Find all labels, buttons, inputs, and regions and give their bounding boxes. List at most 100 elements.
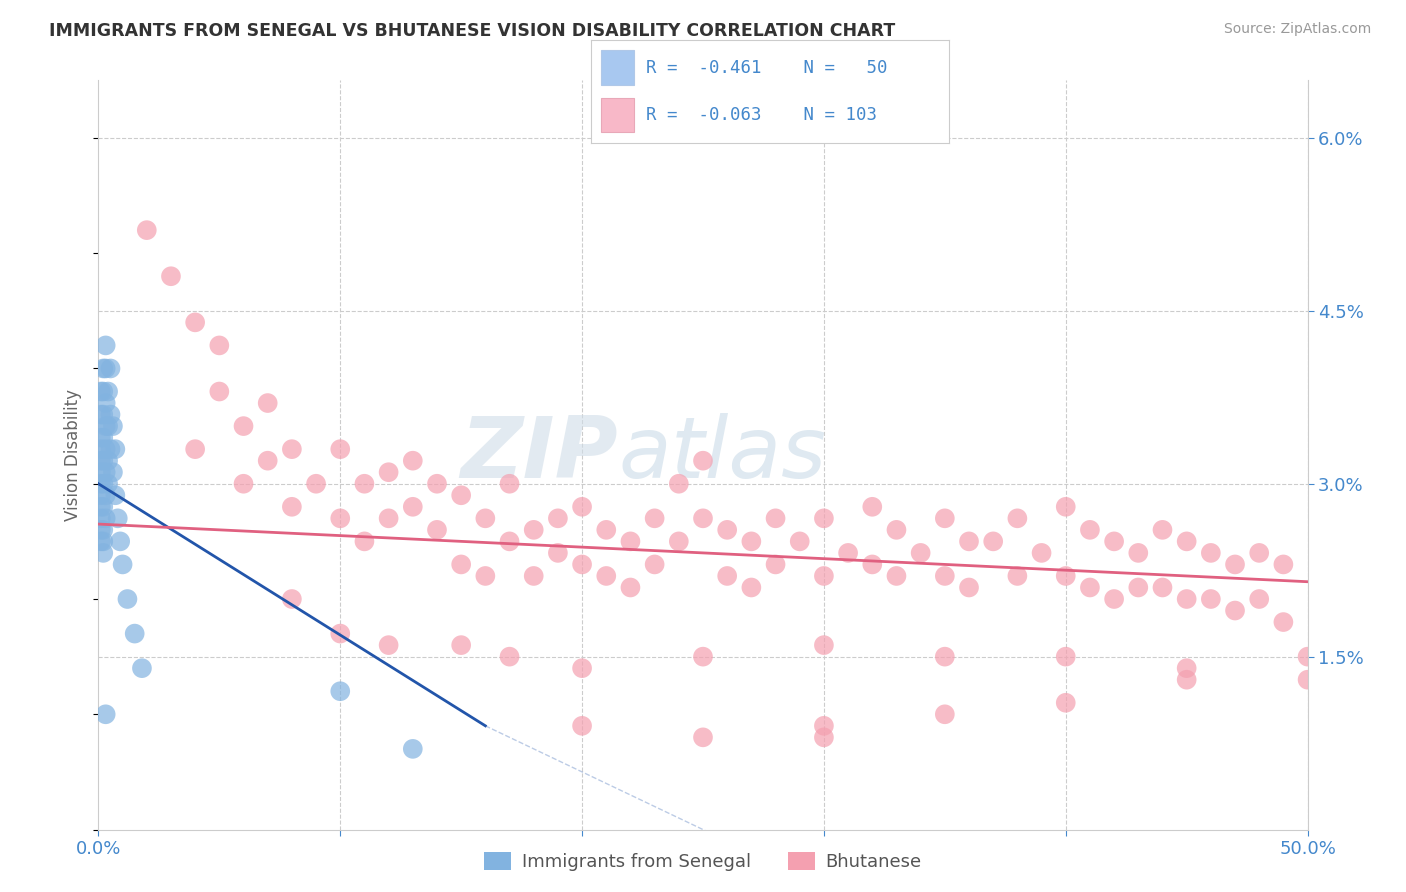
Point [692, 649, 714, 664]
Point [1054, 649, 1077, 664]
Point [1249, 592, 1271, 607]
Point [329, 511, 352, 525]
Point [402, 453, 425, 467]
Point [117, 592, 139, 607]
Point [1272, 558, 1295, 572]
Point [981, 534, 1004, 549]
Point [377, 638, 399, 652]
Point [595, 523, 617, 537]
Point [1249, 546, 1271, 560]
Point [94, 707, 117, 722]
Point [208, 338, 231, 352]
Point [1175, 592, 1198, 607]
Point [1007, 511, 1029, 525]
Point [523, 569, 546, 583]
Point [402, 742, 425, 756]
Text: IMMIGRANTS FROM SENEGAL VS BHUTANESE VISION DISABILITY CORRELATION CHART: IMMIGRANTS FROM SENEGAL VS BHUTANESE VIS… [49, 22, 896, 40]
Point [910, 546, 932, 560]
Point [94, 396, 117, 410]
Point [668, 534, 690, 549]
Point [329, 626, 352, 640]
FancyBboxPatch shape [602, 50, 634, 86]
Point [571, 661, 593, 675]
Point [619, 534, 641, 549]
Point [860, 558, 883, 572]
Point [97, 476, 120, 491]
Point [94, 419, 117, 434]
Point [692, 453, 714, 467]
Point [104, 442, 127, 457]
Point [1223, 603, 1246, 617]
Point [90, 408, 112, 422]
Point [886, 569, 908, 583]
Point [91, 523, 114, 537]
Point [91, 476, 114, 491]
Point [813, 569, 835, 583]
Point [1175, 673, 1198, 687]
Point [957, 581, 980, 595]
Point [547, 511, 569, 525]
Point [716, 569, 738, 583]
Point [644, 511, 666, 525]
Point [571, 719, 593, 733]
Point [860, 500, 883, 514]
Text: Source: ZipAtlas.com: Source: ZipAtlas.com [1223, 22, 1371, 37]
Point [107, 511, 129, 525]
Point [498, 534, 520, 549]
Point [837, 546, 859, 560]
Point [108, 534, 131, 549]
Point [934, 569, 956, 583]
Point [450, 638, 472, 652]
Point [1078, 581, 1101, 595]
Point [668, 476, 690, 491]
Point [94, 488, 117, 502]
Point [450, 558, 472, 572]
Point [1175, 661, 1198, 675]
Point [716, 523, 738, 537]
Point [135, 223, 157, 237]
Point [1199, 546, 1222, 560]
Point [90, 431, 112, 445]
Point [91, 384, 114, 399]
Point [813, 719, 835, 733]
Point [523, 523, 546, 537]
Point [498, 649, 520, 664]
Point [377, 511, 399, 525]
Point [208, 384, 231, 399]
Point [353, 476, 375, 491]
Point [1078, 523, 1101, 537]
Point [160, 269, 183, 284]
FancyBboxPatch shape [602, 97, 634, 132]
Point [619, 581, 641, 595]
Point [1102, 592, 1125, 607]
Point [90, 442, 112, 457]
Point [813, 731, 835, 745]
Point [281, 500, 304, 514]
Point [101, 419, 124, 434]
Point [765, 511, 787, 525]
Text: ZIP: ZIP [461, 413, 619, 497]
Point [377, 465, 399, 479]
Point [101, 465, 124, 479]
Point [934, 649, 956, 664]
Point [1031, 546, 1053, 560]
Point [100, 361, 122, 376]
Point [934, 707, 956, 722]
Point [1054, 569, 1077, 583]
Point [402, 500, 425, 514]
Point [90, 384, 112, 399]
Point [1054, 696, 1077, 710]
Point [97, 453, 120, 467]
Point [474, 511, 496, 525]
Point [886, 523, 908, 537]
Point [91, 361, 114, 376]
Point [329, 684, 352, 698]
Point [97, 384, 120, 399]
Y-axis label: Vision Disability: Vision Disability [65, 389, 83, 521]
Point [91, 431, 114, 445]
Point [1296, 673, 1319, 687]
Point [595, 569, 617, 583]
Point [124, 626, 146, 640]
Point [450, 488, 472, 502]
Point [100, 408, 122, 422]
